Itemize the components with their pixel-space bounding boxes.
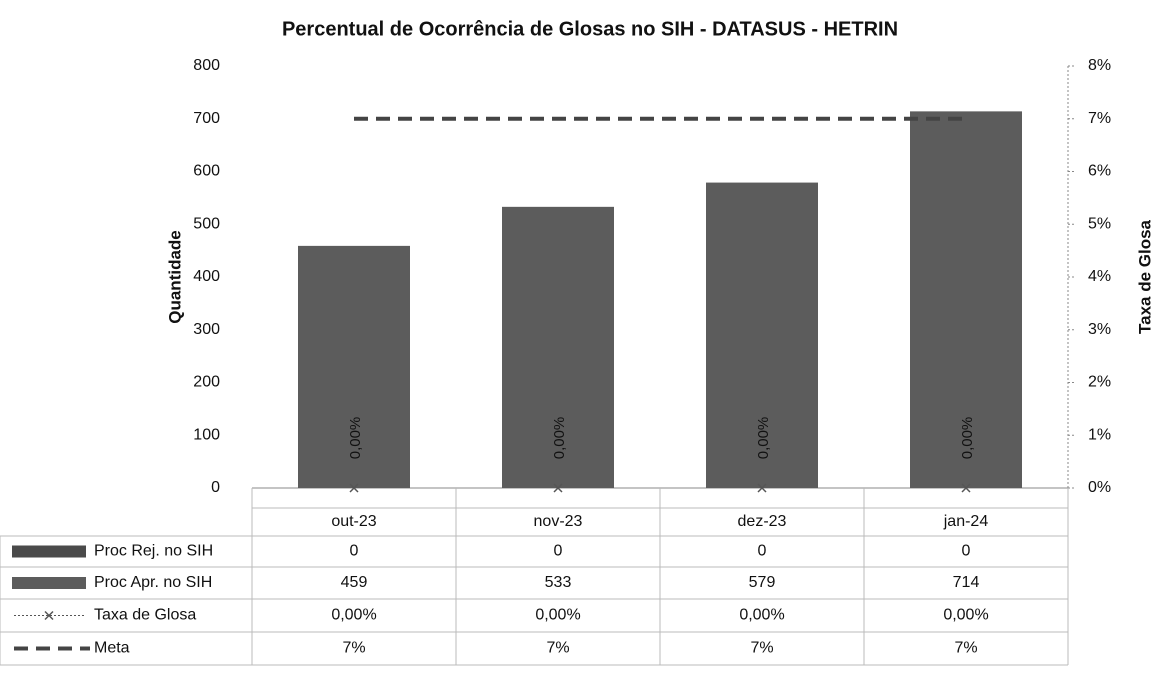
- y2-tick-label: 1%: [1088, 426, 1111, 443]
- table-cell: 533: [545, 574, 572, 591]
- table-cell: 0: [758, 543, 767, 560]
- table-cell: 579: [749, 574, 776, 591]
- legend-swatch: [44, 610, 54, 621]
- table-cell: 7%: [954, 640, 977, 657]
- y2-tick-label: 0%: [1088, 479, 1111, 496]
- y-axis-title: Quantidade: [165, 230, 184, 324]
- marker: [961, 483, 971, 493]
- y2-tick-label: 4%: [1088, 268, 1111, 285]
- table-cell: 0: [554, 543, 563, 560]
- legend-swatch: [12, 577, 86, 589]
- legend-label: Proc Apr. no SIH: [94, 574, 212, 591]
- legend-label: Meta: [94, 640, 130, 657]
- data-label: 0,00%: [959, 417, 976, 460]
- bar: [910, 111, 1022, 489]
- y2-tick-label: 5%: [1088, 215, 1111, 232]
- y-tick-label: 300: [193, 321, 220, 338]
- marker: [757, 483, 767, 493]
- bar: [298, 245, 410, 488]
- y-tick-label: 100: [193, 426, 220, 443]
- bar: [706, 182, 818, 488]
- y-tick-label: 700: [193, 110, 220, 127]
- table-cell: 0,00%: [739, 607, 784, 624]
- y2-tick-label: 7%: [1088, 110, 1111, 127]
- table-cell: 459: [341, 574, 368, 591]
- x-tick-label: jan-24: [943, 513, 989, 530]
- legend-label: Proc Rej. no SIH: [94, 543, 213, 560]
- data-label: 0,00%: [551, 417, 568, 460]
- y-tick-label: 600: [193, 163, 220, 180]
- bar: [502, 206, 614, 488]
- y2-tick-label: 2%: [1088, 374, 1111, 391]
- table-cell: 0: [350, 543, 359, 560]
- legend-swatch: [12, 545, 86, 558]
- table-cell: 7%: [342, 640, 365, 657]
- data-label: 0,00%: [755, 417, 772, 460]
- y-tick-label: 800: [193, 57, 220, 74]
- table-cell: 7%: [546, 640, 569, 657]
- y2-axis-title: Taxa de Glosa: [1135, 219, 1154, 334]
- table-cell: 0: [962, 543, 971, 560]
- x-tick-label: dez-23: [738, 513, 787, 530]
- y-tick-label: 200: [193, 374, 220, 391]
- table-cell: 714: [953, 574, 980, 591]
- y-tick-label: 400: [193, 268, 220, 285]
- table-cell: 0,00%: [535, 607, 580, 624]
- table-cell: 0,00%: [331, 607, 376, 624]
- marker: [349, 483, 359, 493]
- table-cell: 7%: [750, 640, 773, 657]
- y-tick-label: 0: [211, 479, 220, 496]
- legend-label: Taxa de Glosa: [94, 607, 196, 624]
- marker: [553, 483, 563, 493]
- y-tick-label: 500: [193, 215, 220, 232]
- y2-tick-label: 8%: [1088, 57, 1111, 74]
- table-cell: 0,00%: [943, 607, 988, 624]
- y2-tick-label: 3%: [1088, 321, 1111, 338]
- x-tick-label: nov-23: [534, 513, 583, 530]
- chart-title: Percentual de Ocorrência de Glosas no SI…: [282, 18, 898, 40]
- x-tick-label: out-23: [331, 513, 376, 530]
- y2-tick-label: 6%: [1088, 163, 1111, 180]
- data-label: 0,00%: [347, 417, 364, 460]
